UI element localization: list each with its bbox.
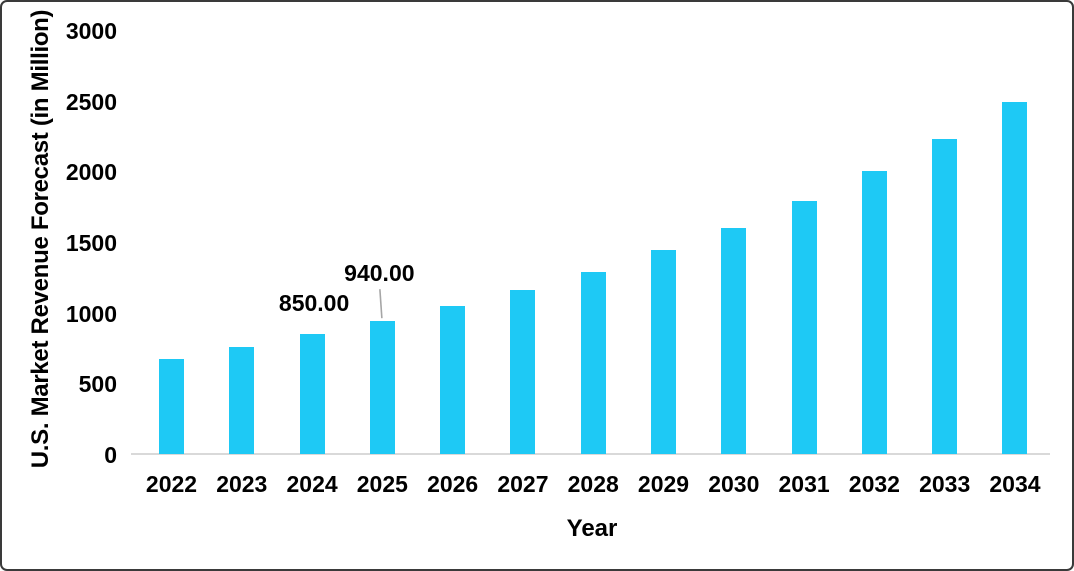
x-tick-label-2027: 2027 — [497, 471, 549, 497]
x-axis-title: Year — [566, 515, 618, 542]
x-tick-label-2029: 2029 — [637, 471, 690, 497]
bar-2022 — [159, 359, 184, 454]
x-tick-label-2032: 2032 — [848, 471, 900, 497]
bar-2032 — [861, 171, 887, 454]
y-tick-label: 1000 — [65, 300, 117, 327]
x-tick-label-2033: 2033 — [919, 471, 971, 497]
y-tick-label: 2000 — [65, 159, 117, 186]
x-tick-label-2022: 2022 — [145, 471, 198, 497]
x-tick-label-2023: 2023 — [216, 471, 268, 497]
bar-2029 — [651, 250, 677, 454]
bar-2026 — [440, 305, 466, 454]
x-tick-label-2025: 2025 — [356, 471, 408, 497]
bar-2030 — [721, 227, 747, 454]
bar-2024 — [299, 333, 325, 454]
x-tick-label-2028: 2028 — [567, 471, 619, 497]
x-tick-label-2031: 2031 — [778, 471, 830, 497]
y-tick-label: 0 — [104, 442, 117, 468]
bar-2023 — [229, 346, 255, 454]
y-tick-label: 500 — [78, 371, 117, 398]
data-label-2024: 850.00 — [278, 289, 350, 316]
bar-2027 — [510, 290, 536, 454]
y-tick-label: 3000 — [65, 18, 117, 44]
x-tick-label-2034: 2034 — [989, 471, 1041, 497]
x-tick-label-2024: 2024 — [286, 471, 338, 497]
data-label-2025: 940.00 — [344, 260, 415, 287]
bar-2034 — [1002, 102, 1028, 454]
y-tick-label: 1500 — [65, 230, 117, 256]
bar-2025 — [369, 321, 395, 454]
x-tick-label-2030: 2030 — [708, 471, 760, 497]
x-axis-line — [131, 453, 1050, 455]
bar-2028 — [580, 271, 606, 454]
x-tick-label-2026: 2026 — [427, 471, 479, 497]
bar-2031 — [791, 201, 817, 454]
y-tick-label: 2500 — [65, 88, 117, 115]
bar-2033 — [932, 138, 958, 454]
